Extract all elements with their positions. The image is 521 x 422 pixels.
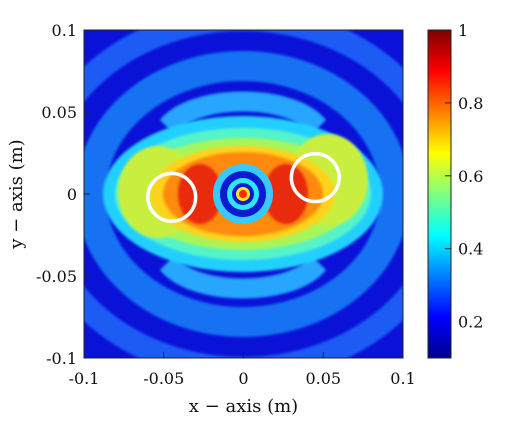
colorbar-tick-label: 0.4 bbox=[458, 240, 483, 259]
y-axis-ticks bbox=[84, 29, 90, 359]
y-tick-label: 0.1 bbox=[52, 21, 77, 40]
target-core bbox=[239, 190, 247, 198]
colorbar-tick-label: 1 bbox=[458, 21, 468, 40]
x-tick-label: -0.05 bbox=[143, 369, 184, 388]
colorbar-tick-label: 0.8 bbox=[458, 94, 483, 113]
y-axis-label: y − axis (m) bbox=[6, 139, 27, 249]
x-tick-label: 0.05 bbox=[305, 369, 341, 388]
y-tick-label: -0.1 bbox=[46, 349, 77, 368]
y-tick-label: 0.05 bbox=[41, 103, 77, 122]
colorbar-ticks bbox=[445, 29, 451, 323]
x-tick-label: -0.1 bbox=[69, 369, 100, 388]
colorbar-gradient bbox=[427, 29, 452, 359]
hot-band-red-right bbox=[264, 164, 308, 224]
x-tick-label: 0.1 bbox=[390, 369, 415, 388]
colorbar-tick-label: 0.6 bbox=[458, 167, 483, 186]
upper-arc-band bbox=[160, 91, 326, 134]
colorbar: 1 0.8 0.6 0.4 0.2 bbox=[427, 21, 483, 359]
x-axis-ticks bbox=[83, 352, 404, 358]
colorbar-tick-label: 0.2 bbox=[458, 313, 483, 332]
marker-circle-left bbox=[146, 171, 198, 223]
marker-circle-right bbox=[289, 151, 341, 204]
middle-band-ring bbox=[84, 51, 403, 337]
lower-arc-band bbox=[160, 256, 326, 299]
x-axis-label: x − axis (m) bbox=[189, 396, 298, 417]
y-tick-label: -0.05 bbox=[36, 267, 77, 286]
heatmap-area bbox=[84, 30, 403, 358]
y-tick-label: 0 bbox=[67, 185, 77, 204]
x-tick-label: 0 bbox=[238, 369, 248, 388]
